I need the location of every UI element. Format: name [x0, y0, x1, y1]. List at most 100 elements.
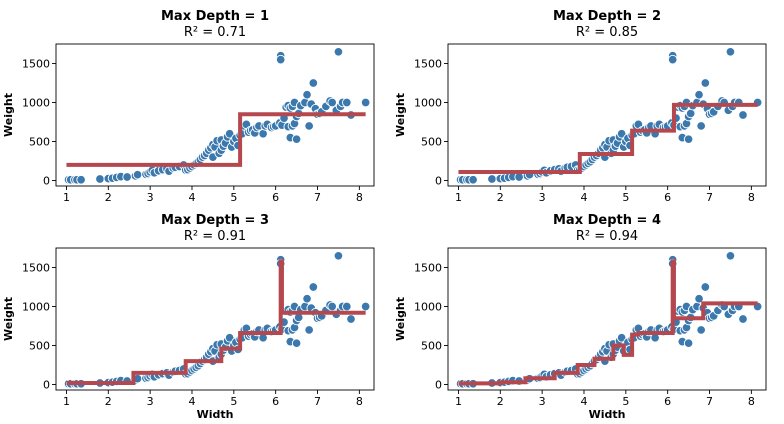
x-tick-label: 5	[622, 191, 629, 204]
chart-title: Max Depth = 4	[553, 213, 661, 228]
subplot-2: Max Depth = 2R² = 0.85 1 2 3 4 5 6 7 8 0 500 1000 15…	[394, 9, 767, 204]
data-point	[616, 332, 627, 343]
y-axis-label: Weight	[394, 93, 407, 137]
data-point	[76, 175, 86, 185]
data-point	[224, 128, 235, 139]
chart-subtitle: R² = 0.71	[184, 25, 246, 40]
y-axis-label: Weight	[2, 93, 15, 137]
chart-subtitle: R² = 0.85	[576, 25, 638, 40]
data-point	[346, 314, 356, 324]
y-tick-label: 1500	[22, 262, 50, 275]
data-point	[683, 338, 694, 348]
x-tick-label: 2	[105, 191, 112, 204]
fit-step-line	[458, 259, 758, 386]
data-point	[258, 128, 268, 139]
y-axis-label: Weight	[394, 297, 407, 341]
y-tick-label: 1500	[414, 58, 442, 71]
data-point	[725, 251, 736, 261]
x-tick-label: 7	[314, 191, 321, 204]
y-tick-label: 500	[29, 340, 50, 353]
x-tick-label: 6	[664, 191, 671, 204]
data-point	[725, 47, 736, 57]
x-tick-label: 1	[455, 395, 462, 408]
chart-title: Max Depth = 2	[553, 9, 661, 24]
data-point	[122, 172, 132, 182]
data-point	[304, 325, 314, 335]
data-point	[487, 174, 497, 184]
x-tick-label: 8	[356, 191, 363, 204]
data-point	[685, 108, 696, 119]
data-point	[224, 332, 235, 343]
chart-title: Max Depth = 1	[161, 9, 269, 24]
data-point	[95, 174, 105, 184]
data-point	[667, 54, 678, 65]
chart-title: Max Depth = 3	[161, 213, 269, 228]
x-tick-label: 5	[230, 191, 237, 204]
data-point	[360, 97, 371, 108]
x-tick-label: 8	[748, 395, 755, 408]
subplot-4: Max Depth = 4R² = 0.94 1 2 3 4 5 6 7 8 0 500 1000 15…	[394, 213, 767, 421]
data-point	[694, 293, 704, 304]
data-point	[468, 175, 478, 185]
subplot-3: Max Depth = 3R² = 0.91 1 2 3 4 5 6 7 8 0 500 1000 15…	[2, 213, 375, 421]
axes-frame	[55, 43, 375, 187]
axes-frame	[55, 247, 375, 391]
axes-frame	[447, 247, 767, 391]
data-point	[302, 89, 312, 100]
data-point	[694, 89, 704, 100]
x-tick-label: 5	[230, 395, 237, 408]
data-point	[333, 47, 344, 57]
x-tick-label: 1	[63, 395, 70, 408]
data-point	[308, 78, 319, 88]
axes-frame	[447, 43, 767, 187]
y-axis-label: Weight	[2, 297, 15, 341]
y-tick-label: 1500	[22, 58, 50, 71]
y-tick-label: 500	[421, 340, 442, 353]
x-tick-label: 2	[105, 395, 112, 408]
x-tick-label: 8	[748, 191, 755, 204]
x-tick-label: 4	[580, 191, 587, 204]
data-point	[683, 134, 694, 144]
data-point	[342, 97, 352, 108]
data-point	[616, 128, 627, 139]
x-tick-label: 3	[147, 395, 154, 408]
x-tick-label: 1	[63, 191, 70, 204]
data-point	[308, 282, 319, 292]
subplot-1: Max Depth = 1R² = 0.71 1 2 3 4 5 6 7 8 0 500 1000 15…	[2, 9, 375, 204]
x-tick-label: 6	[272, 191, 279, 204]
x-tick-label: 6	[272, 395, 279, 408]
x-tick-label: 8	[356, 395, 363, 408]
y-tick-label: 0	[435, 379, 442, 392]
y-tick-label: 1000	[414, 301, 442, 314]
y-tick-label: 0	[43, 175, 50, 188]
chart-subtitle: R² = 0.91	[184, 229, 246, 244]
y-tick-label: 1000	[22, 97, 50, 110]
x-tick-label: 2	[497, 395, 504, 408]
data-point	[304, 121, 314, 131]
data-point	[696, 325, 706, 335]
data-point	[132, 169, 143, 180]
data-point	[327, 97, 337, 108]
data-point	[696, 121, 706, 131]
y-tick-label: 0	[435, 175, 442, 188]
x-axis-label: Width	[197, 408, 234, 421]
y-tick-label: 0	[43, 379, 50, 392]
x-tick-label: 7	[314, 395, 321, 408]
data-point	[738, 110, 748, 120]
data-point	[514, 172, 524, 182]
x-tick-label: 4	[580, 395, 587, 408]
fit-step-line	[458, 102, 758, 174]
data-point	[738, 314, 748, 324]
data-point	[360, 301, 371, 312]
y-tick-label: 500	[421, 136, 442, 149]
data-point	[291, 338, 302, 348]
y-tick-label: 1000	[22, 301, 50, 314]
fit-step-line	[66, 112, 366, 167]
data-point	[342, 301, 352, 312]
x-tick-label: 3	[539, 191, 546, 204]
x-axis-label: Width	[589, 408, 626, 421]
data-point	[327, 301, 337, 312]
y-tick-label: 1000	[414, 97, 442, 110]
data-point	[291, 134, 302, 144]
